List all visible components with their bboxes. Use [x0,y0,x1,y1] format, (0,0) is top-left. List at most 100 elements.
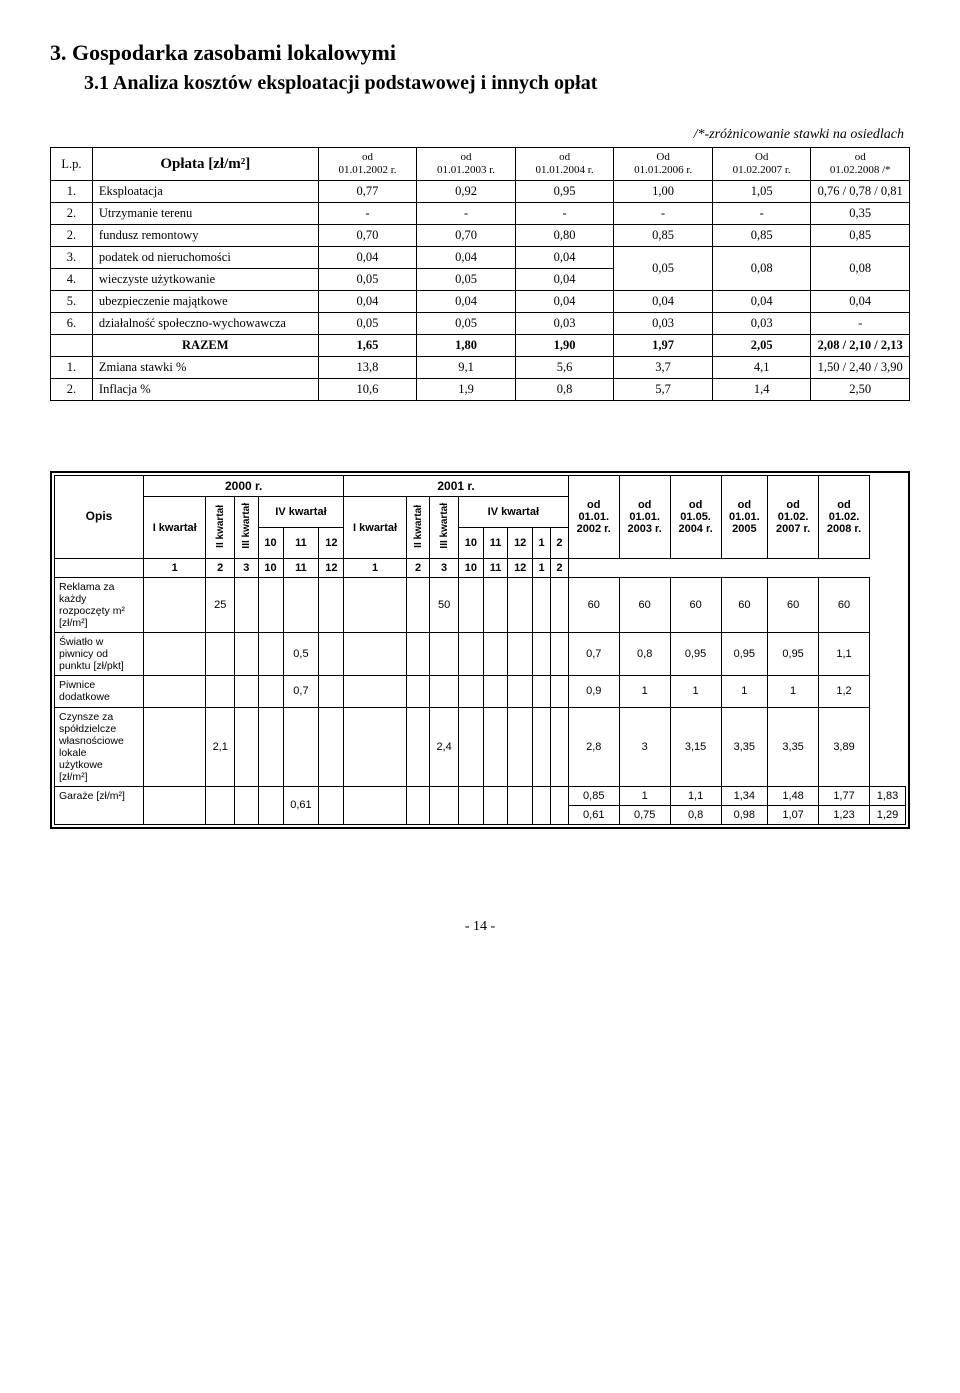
blank-opis [55,558,144,577]
cell-lp: 2. [51,379,93,401]
cell-val: 5,7 [614,379,713,401]
cell-val [483,577,507,632]
cell-val [458,577,483,632]
cell-lp: 1. [51,181,93,203]
cell-val: 0,04 [318,247,417,269]
cell-val [483,676,507,707]
kw1-2001: I kwartał [344,497,406,559]
cell-val [550,676,568,707]
cell-val [319,786,344,824]
cell-val: 0,95 [515,181,614,203]
cell-val [430,786,459,824]
cell-val: 50 [430,577,459,632]
rates-table-wrapper: Opis 2000 r. 2001 r. od01.01.2002 r. od0… [50,471,910,829]
kw4-2001: IV kwartał [458,497,568,528]
m1-num: 1 [533,528,551,559]
cell-val [258,707,283,786]
cell-val [144,676,206,707]
extra-col-5: od01.02.2008 r. [819,476,870,559]
fees-table: L.p. Opłata [zł/m²] od01.01.2002 r. od01… [50,147,910,401]
cell-val: 1,2 [819,676,870,707]
cell-val: 1 [619,676,670,707]
cell-val: 1,65 [318,335,417,357]
cell-val [235,676,259,707]
extra-col-2: od01.05.2004 r. [670,476,721,559]
cell-val [483,707,507,786]
cell-val: 1,00 [614,181,713,203]
cell-val: 0,04 [614,291,713,313]
cell-val: 0,8 [670,805,721,824]
cell-val [508,676,533,707]
cell-val: 0,92 [417,181,516,203]
cell-val: 1,34 [721,786,768,805]
table-row: 1.Eksploatacja0,770,920,951,001,050,76 /… [51,181,910,203]
cell-val [458,676,483,707]
table-row: Garaże [zł/m²]0,610,8511,11,341,481,771,… [55,786,906,805]
extra-col-3: od01.01.2005 [721,476,768,559]
cell-val [344,707,406,786]
cell-val [235,577,259,632]
cell-name: Inflacja % [92,379,318,401]
cell-val: 0,04 [417,247,516,269]
cell-val: 0,8 [619,633,670,676]
cell-val: 3 [619,707,670,786]
cell-val [344,633,406,676]
cell-val [406,707,430,786]
cell-val: 0,70 [417,225,516,247]
cell-val [144,577,206,632]
cell-val [406,633,430,676]
kw3-2000: III kwartał [235,497,259,559]
cell-val: 0,08 [712,247,811,291]
s10b: 10 [458,558,483,577]
col-h-3: Od01.01.2006 r. [614,148,713,181]
opis-header: Opis [55,476,144,559]
section-heading: 3. Gospodarka zasobami lokalowymi [50,40,910,66]
cell-name: wieczyste użytkowanie [92,269,318,291]
cell-lp: 2. [51,225,93,247]
cell-lp: 3. [51,247,93,269]
cell-val: 60 [768,577,819,632]
cell-val: 1,23 [819,805,870,824]
table-row: 2.Inflacja %10,61,90,85,71,42,50 [51,379,910,401]
extra-col-4: od01.02.2007 r. [768,476,819,559]
m10-2001: 10 [458,528,483,559]
cell-val: 2,8 [568,707,619,786]
cell-val: 2,1 [206,707,235,786]
cell-val: 0,05 [318,269,417,291]
col-h-1: od01.01.2003 r. [417,148,516,181]
cell-val: 0,04 [417,291,516,313]
table-row: Światło wpiwnicy odpunktu [zł/pkt]0,50,7… [55,633,906,676]
cell-name: ubezpieczenie majątkowe [92,291,318,313]
cell-lp: 2. [51,203,93,225]
table-row: 6.działalność społeczno-wychowawcza0,050… [51,313,910,335]
cell-val: 0,03 [712,313,811,335]
cell-val [533,633,551,676]
cell-val: 1,80 [417,335,516,357]
extra-col-1: od01.01.2003 r. [619,476,670,559]
cell-val: 2,08 / 2,10 / 2,13 [811,335,910,357]
table-row: 2.Utrzymanie terenu-----0,35 [51,203,910,225]
cell-val: - [811,313,910,335]
cell-val [550,786,568,824]
cell-val: 3,15 [670,707,721,786]
page-number: - 14 - [50,919,910,935]
cell-val: 1,90 [515,335,614,357]
table-row: 2.fundusz remontowy0,700,700,800,850,850… [51,225,910,247]
cell-val [550,633,568,676]
cell-val: 0,05 [417,269,516,291]
cell-val [258,577,283,632]
cell-val [283,577,319,632]
cell-val: - [417,203,516,225]
cell-val [144,786,206,824]
cell-val: 0,05 [318,313,417,335]
s12a: 12 [319,558,344,577]
blank-extra [568,558,869,577]
year-2000: 2000 r. [144,476,344,497]
cell-val: 1,07 [768,805,819,824]
cell-val: 1 [721,676,768,707]
cell-val [508,633,533,676]
cell-val [430,633,459,676]
col-oplata: Opłata [zł/m²] [92,148,318,181]
col-h-2: od01.01.2004 r. [515,148,614,181]
col-h-0: od01.01.2002 r. [318,148,417,181]
